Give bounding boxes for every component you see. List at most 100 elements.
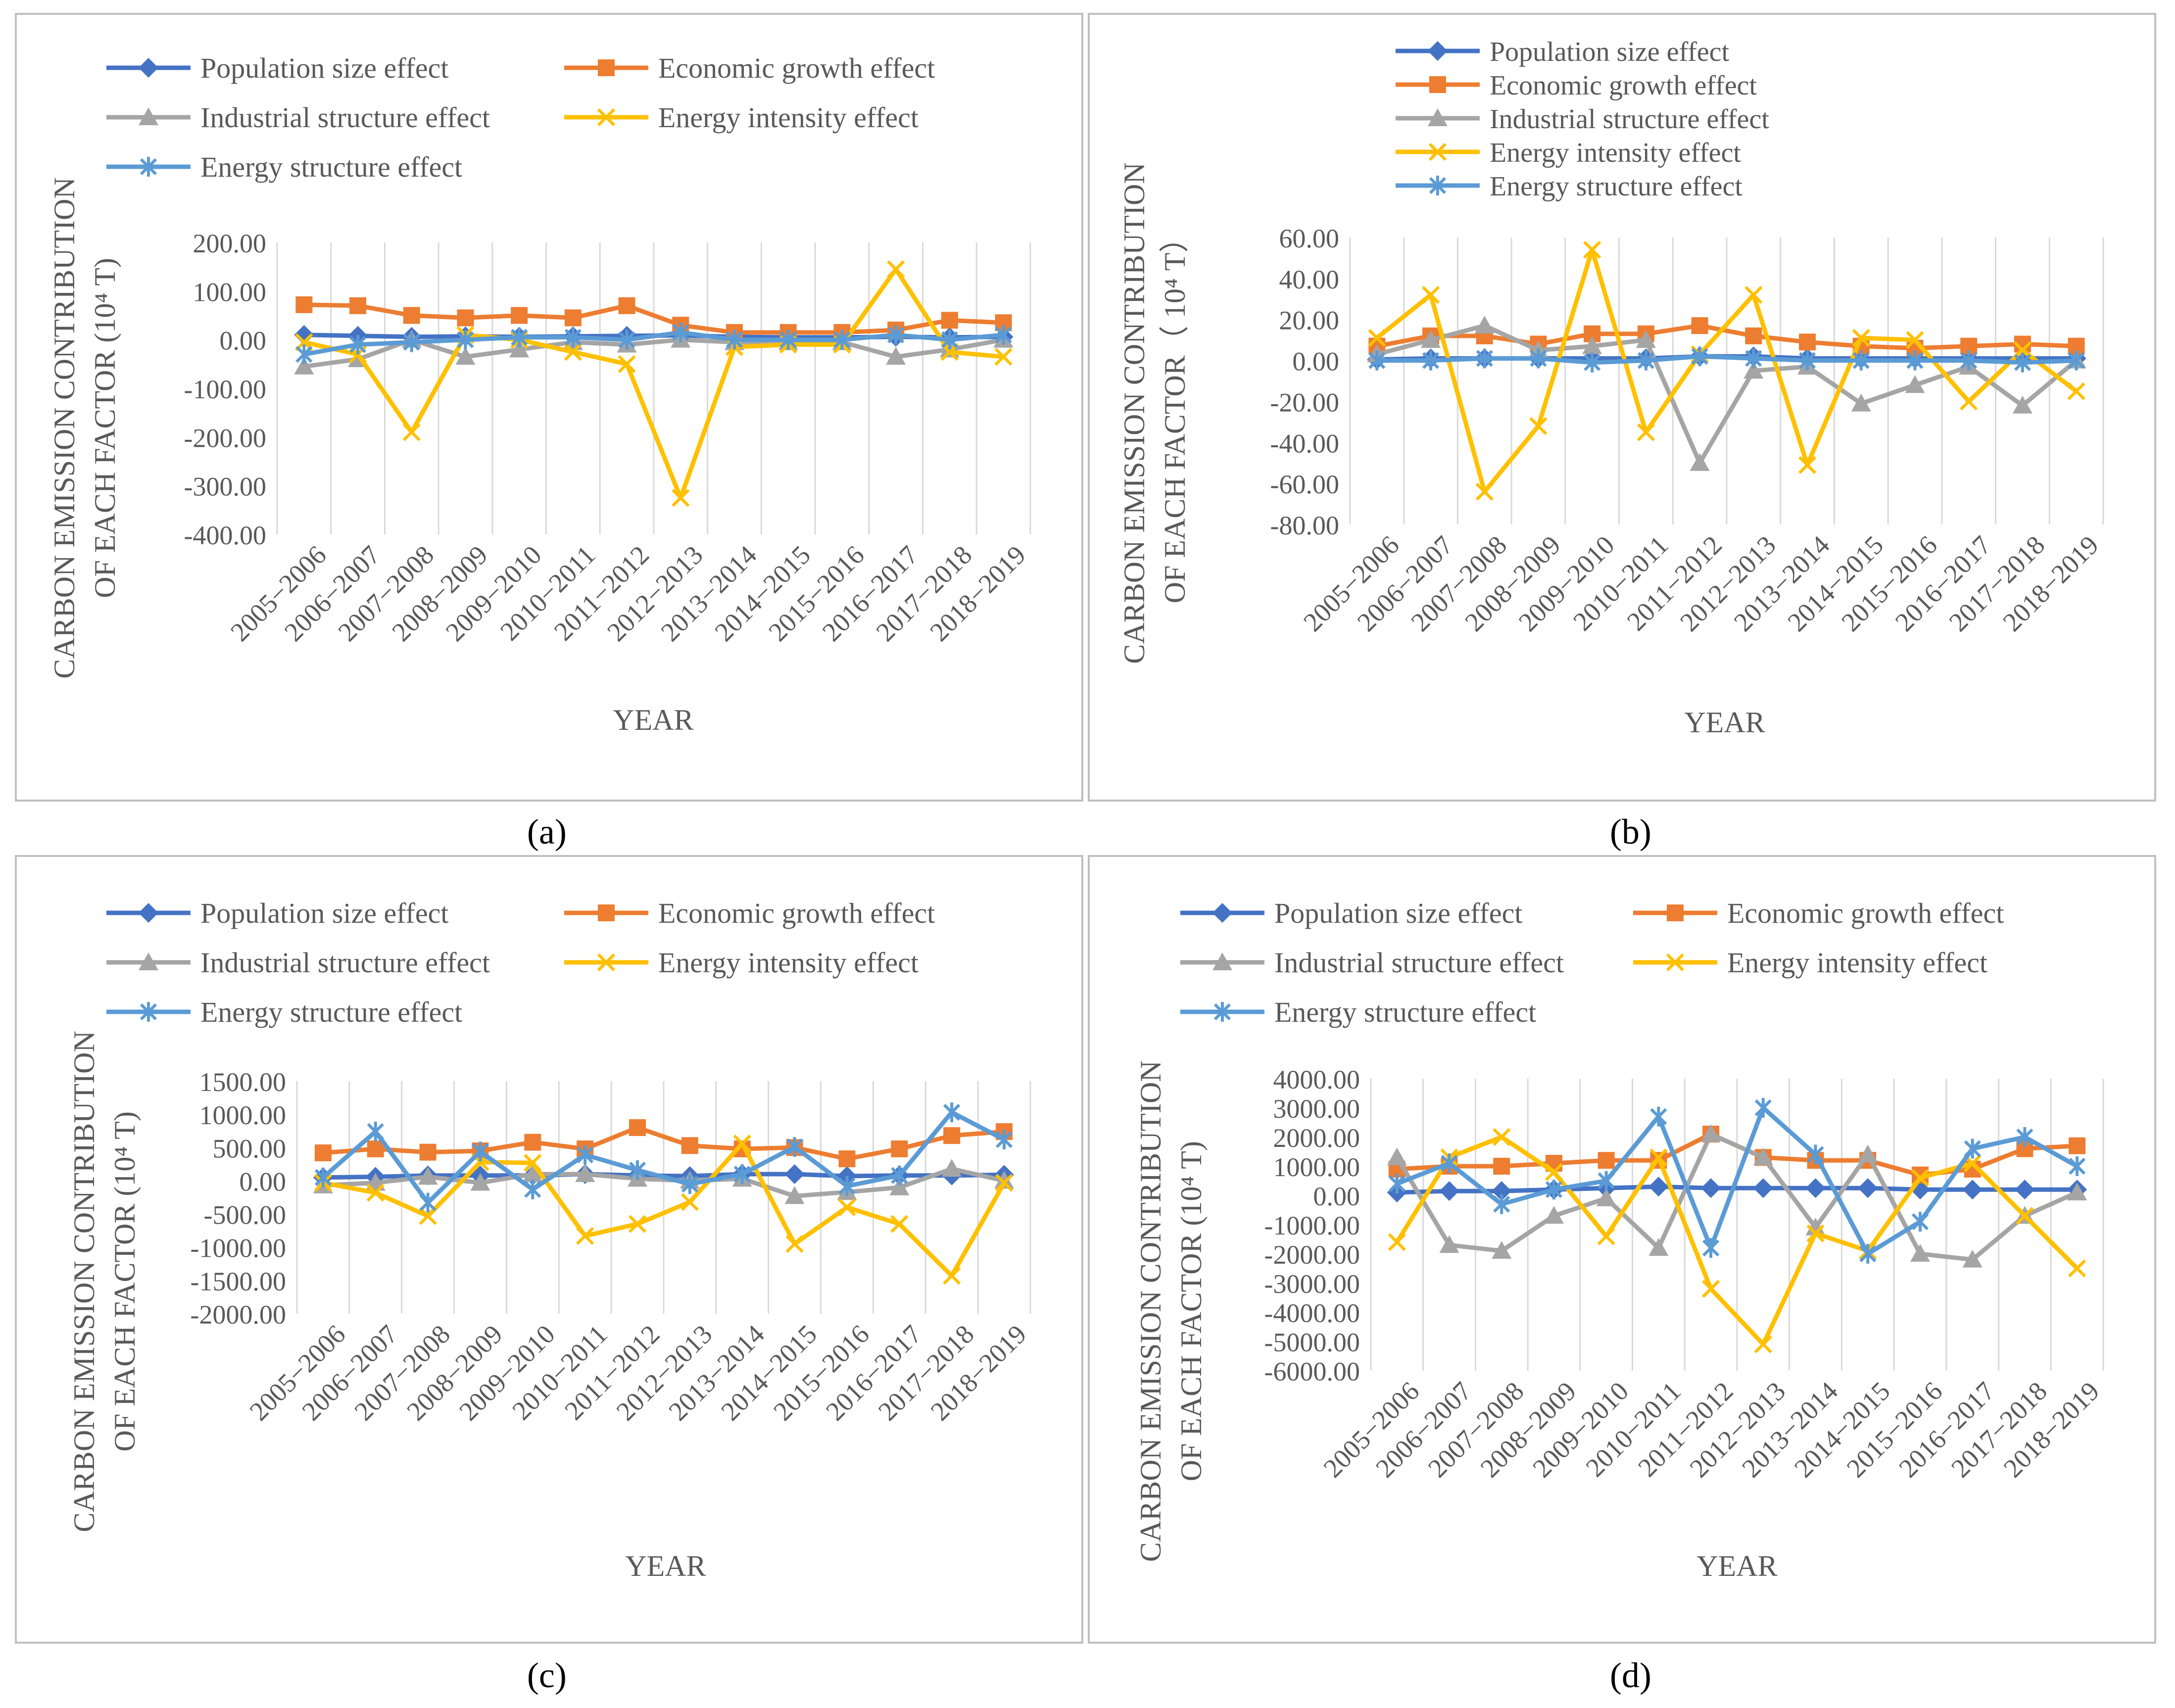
panel-c-legend-economic-marker (598, 904, 615, 921)
panel-a-legend-population-marker (139, 58, 158, 78)
panel-a-y-tick-label: -400.00 (184, 521, 266, 550)
panel-b-industrial-point (1743, 361, 1764, 379)
panel-c-y-tick-label: 0.00 (240, 1167, 287, 1196)
panel-d-y-axis-title-line1: CARBON EMISSION CONTRIBUTION (1134, 1060, 1167, 1562)
panel-d-structure-point (1911, 1212, 1929, 1232)
panel-d-population-point (1492, 1181, 1512, 1201)
panel-b-industrial-point (1582, 336, 1602, 354)
panel-c-economic-point (524, 1134, 541, 1151)
panel-d-industrial-point (2067, 1183, 2087, 1201)
panel-a-economic-point (941, 312, 958, 329)
panel-c-structure-point (367, 1122, 384, 1142)
panel-c-intensity-point (995, 1174, 1014, 1192)
panel-d-intensity-point (1649, 1148, 1668, 1167)
panel-a-y-tick-label: -200.00 (184, 423, 266, 453)
panel-c-economic-point (943, 1127, 961, 1144)
panel-d-y-tick-label: -2000.00 (1264, 1240, 1360, 1270)
panel-a-structure-point (457, 330, 474, 350)
panel-a-economic-point (403, 307, 420, 324)
panel-b-structure-point (2068, 350, 2085, 371)
panel-b-legend-intensity-marker (1428, 142, 1447, 161)
panel-a-intensity-point (994, 347, 1013, 366)
panel-b-structure-point (1637, 350, 1655, 371)
panel-a-intensity-point (564, 343, 582, 361)
panel-d-industrial-point (1805, 1217, 1826, 1235)
panel-c-intensity-line (323, 1141, 1007, 1278)
panel-a-legend-industrial-label: Industrial structure effect (200, 101, 490, 134)
panel-a-economic-line (304, 302, 1004, 335)
panel-c-structure-point (628, 1160, 646, 1180)
panel-d-x-axis-title: YEAR (1696, 1550, 1777, 1582)
panel-a-structure-point (941, 330, 959, 350)
panel-d-legend-intensity-marker (1666, 953, 1685, 972)
panel-b-legend-industrial-marker (1428, 108, 1448, 126)
panel-b-economic-point (1799, 333, 1816, 351)
panel-a-y-tick-label: 200.00 (193, 229, 267, 258)
panel-b-economic-point (1691, 317, 1708, 334)
panel-a-structure-point (403, 332, 420, 352)
panel-b-structure-point (1368, 350, 1386, 371)
panel-b-intensity-point (1906, 331, 1924, 349)
panel-c-industrial-point (994, 1171, 1015, 1189)
panel-d-y-tick-label: -3000.00 (1264, 1269, 1360, 1299)
panel-b-structure-point (1852, 350, 1870, 371)
panel-a-intensity-point (402, 423, 421, 441)
panel-d-industrial-point (1648, 1238, 1669, 1256)
panel-b-structure-point (1745, 348, 1762, 369)
panel-c-intensity-point (785, 1234, 804, 1253)
panel-b-economic-line (1376, 323, 2077, 351)
panel-d-economic-point (1493, 1158, 1510, 1175)
panel-c-industrial-point (470, 1173, 490, 1191)
panel-d-industrial-point (1962, 1249, 1982, 1268)
panel-c-y-tick-label: 500.00 (213, 1134, 287, 1163)
panel-d-legend-intensity-label: Energy intensity effect (1727, 947, 1987, 979)
panel-b-y-tick-label: 0.00 (1293, 347, 1340, 377)
panel-c-intensity-point (733, 1135, 751, 1153)
panel-c-intensity-point (628, 1215, 647, 1233)
panel-d-structure-point (1754, 1098, 1772, 1118)
panel-c-structure-point (419, 1192, 436, 1213)
panel-a-intensity-point (672, 489, 690, 507)
panel-d-legend-industrial-label: Industrial structure effect (1274, 947, 1564, 979)
panel-d-industrial-line (1395, 1132, 2078, 1262)
panel-a-legend-population-label: Population size effect (200, 52, 448, 84)
panel-b-label: (b) (1610, 812, 1651, 852)
panel-b-structure-point (1960, 350, 1978, 371)
panel-c-structure-point (891, 1165, 908, 1186)
panel-c-legend-population-label: Population size effect (200, 897, 448, 929)
panel-b-y-axis-title-line1: CARBON EMISSION CONTRIBUTION (1118, 162, 1151, 664)
panel-b-industrial-line (1376, 323, 2078, 466)
panel-d-legend-population-marker (1212, 903, 1232, 923)
panel-d-intensity-point (1806, 1224, 1825, 1242)
panel-b-intensity-point (2067, 382, 2085, 400)
panel-c-y-tick-label: 1500.00 (199, 1067, 287, 1097)
panel-d-legend-economic-marker (1667, 904, 1684, 921)
panel-c-structure-point (995, 1130, 1013, 1150)
panel-b-industrial-point (1905, 375, 1925, 393)
panel-a-label: (a) (527, 812, 567, 852)
panel-b-frame (1088, 13, 2156, 802)
panel-d-intensity-point (2068, 1259, 2086, 1278)
panel-c-economic-point (891, 1140, 908, 1157)
panel-a-intensity-point (618, 355, 636, 373)
panel-b-intensity-point (1798, 456, 1817, 474)
panel-a-legend-economic-label: Economic growth effect (658, 52, 935, 84)
panel-c-intensity-point (366, 1184, 385, 1202)
panel-a-structure-point (887, 325, 905, 345)
panel-a-plot: 200.00 100.00 0.00 -100.00 -200.00 -300.00 -40… (184, 229, 1032, 647)
panel-c-structure-point (472, 1141, 489, 1162)
panel-b-economic-point (1745, 327, 1762, 344)
panel-c-economic-point (314, 1144, 332, 1162)
panel-a-legend-structure-marker (140, 157, 157, 177)
panel-c-legend-industrial-marker (139, 952, 158, 970)
panel-a-structure-point (833, 330, 851, 350)
panel-b-structure-point (1422, 350, 1440, 371)
panel-b-intensity-point (1529, 417, 1547, 435)
panel-a-economic-point (295, 296, 313, 313)
panel-a-structure-point (618, 330, 635, 350)
panel-d-legend-structure-label: Energy structure effect (1274, 996, 1536, 1028)
panel-d-intensity-point (1754, 1335, 1772, 1354)
panel-a-structure-point (672, 322, 689, 342)
panel-b-y-tick-label: 60.00 (1279, 224, 1340, 253)
panel-a-economic-point (618, 297, 635, 314)
